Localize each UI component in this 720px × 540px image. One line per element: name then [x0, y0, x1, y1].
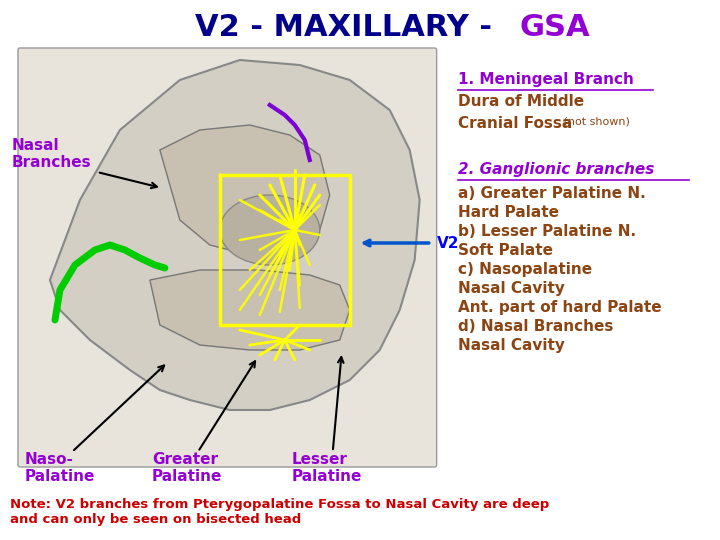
Text: 1. Meningeal Branch: 1. Meningeal Branch: [458, 72, 634, 87]
Text: (not shown): (not shown): [559, 116, 629, 126]
Text: Nasal Cavity: Nasal Cavity: [458, 281, 564, 296]
Text: Greater
Palatine: Greater Palatine: [152, 452, 222, 484]
Ellipse shape: [220, 195, 320, 265]
FancyBboxPatch shape: [18, 48, 436, 467]
Polygon shape: [50, 60, 420, 410]
Text: Note: V2 branches from Pterygopalatine Fossa to Nasal Cavity are deep
and can on: Note: V2 branches from Pterygopalatine F…: [10, 498, 549, 526]
Text: Hard Palate: Hard Palate: [458, 205, 559, 220]
Text: GSA: GSA: [520, 14, 590, 43]
Text: Cranial Fossa: Cranial Fossa: [458, 116, 572, 131]
Text: Nasal Cavity: Nasal Cavity: [458, 338, 564, 353]
Text: b) Lesser Palatine N.: b) Lesser Palatine N.: [458, 224, 636, 239]
Text: d) Nasal Branches: d) Nasal Branches: [458, 319, 613, 334]
Text: Dura of Middle: Dura of Middle: [458, 94, 584, 109]
Text: V2: V2: [436, 235, 459, 251]
Text: Lesser
Palatine: Lesser Palatine: [292, 452, 362, 484]
Text: a) Greater Palatine N.: a) Greater Palatine N.: [458, 186, 645, 201]
Text: Soft Palate: Soft Palate: [458, 243, 553, 258]
Text: 2. Ganglionic branches: 2. Ganglionic branches: [458, 162, 654, 177]
Text: Ant. part of hard Palate: Ant. part of hard Palate: [458, 300, 661, 315]
Text: Nasal
Branches: Nasal Branches: [12, 138, 91, 171]
Polygon shape: [160, 125, 330, 255]
Text: c) Nasopalatine: c) Nasopalatine: [458, 262, 592, 277]
Polygon shape: [150, 270, 350, 350]
Text: Naso-
Palatine: Naso- Palatine: [25, 452, 95, 484]
Text: V2 - MAXILLARY -: V2 - MAXILLARY -: [195, 14, 503, 43]
